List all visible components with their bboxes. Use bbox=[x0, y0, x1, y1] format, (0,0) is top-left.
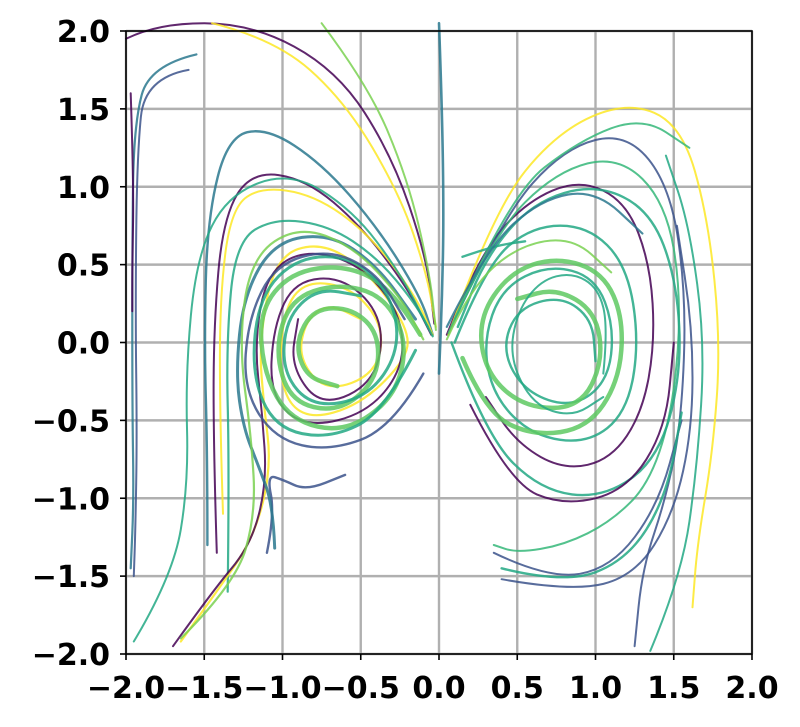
streamline-35 bbox=[445, 192, 644, 328]
y-tick-label-7: −1.5 bbox=[32, 560, 110, 595]
streamline-2 bbox=[125, 22, 436, 325]
streamline-15 bbox=[265, 473, 347, 554]
streamline-30 bbox=[500, 224, 694, 588]
x-tick-label-7: 1.5 bbox=[647, 671, 700, 706]
y-tick-label-1: 1.5 bbox=[57, 93, 110, 128]
y-tick-label-6: −1.0 bbox=[32, 482, 110, 517]
streamline-24 bbox=[453, 224, 638, 442]
x-tick-label-0: −2.0 bbox=[87, 671, 165, 706]
y-tick-label-8: −2.0 bbox=[32, 638, 110, 673]
streamline-1 bbox=[132, 68, 190, 578]
streamline-25 bbox=[460, 258, 624, 436]
streamline-8 bbox=[218, 188, 434, 515]
streamline-9 bbox=[226, 219, 434, 593]
x-tick-label-8: 2.0 bbox=[725, 671, 778, 706]
streamlines bbox=[125, 21, 720, 652]
streamline-13 bbox=[252, 255, 417, 437]
streamline-4 bbox=[320, 22, 437, 331]
y-tick-label-5: −0.5 bbox=[32, 404, 110, 439]
x-tick-label-6: 1.0 bbox=[569, 671, 622, 706]
x-tick-label-4: 0.0 bbox=[412, 671, 465, 706]
streamline-28 bbox=[492, 419, 683, 576]
x-tick-label-5: 0.5 bbox=[491, 671, 544, 706]
streamline-22 bbox=[447, 106, 720, 609]
x-tick-label-2: −1.0 bbox=[243, 671, 321, 706]
x-tick-label-1: −1.5 bbox=[165, 671, 243, 706]
ticks: −2.0 −1.5 −1.0 −0.5 0.0 0.5 1.0 1.5 2.02.01.51.0… bbox=[32, 15, 779, 706]
streamline-31 bbox=[649, 154, 704, 652]
streamline-5 bbox=[437, 21, 445, 375]
streamline-17 bbox=[179, 230, 425, 640]
streamline-3 bbox=[211, 22, 437, 328]
streamline-20 bbox=[445, 183, 655, 468]
streamline-29 bbox=[500, 411, 683, 579]
streamline-27 bbox=[469, 341, 675, 503]
streamline-36 bbox=[511, 274, 607, 415]
streamline-14 bbox=[244, 252, 425, 449]
streamline-26 bbox=[450, 187, 681, 497]
y-tick-label-3: 0.5 bbox=[57, 249, 110, 284]
streamline-6 bbox=[203, 130, 434, 547]
y-tick-label-2: 1.0 bbox=[57, 171, 110, 206]
streamline-19 bbox=[129, 92, 135, 313]
y-tick-label-4: 0.0 bbox=[57, 327, 110, 362]
y-tick-label-0: 2.0 bbox=[57, 15, 110, 50]
streamline-7 bbox=[212, 173, 433, 554]
streamline-12 bbox=[258, 265, 423, 431]
streamline-33 bbox=[445, 239, 613, 341]
x-tick-label-3: −0.5 bbox=[322, 671, 400, 706]
streamline-18 bbox=[132, 177, 429, 643]
streamline-32 bbox=[453, 122, 691, 321]
streamline-11 bbox=[172, 252, 404, 648]
streamline-21 bbox=[450, 137, 686, 648]
